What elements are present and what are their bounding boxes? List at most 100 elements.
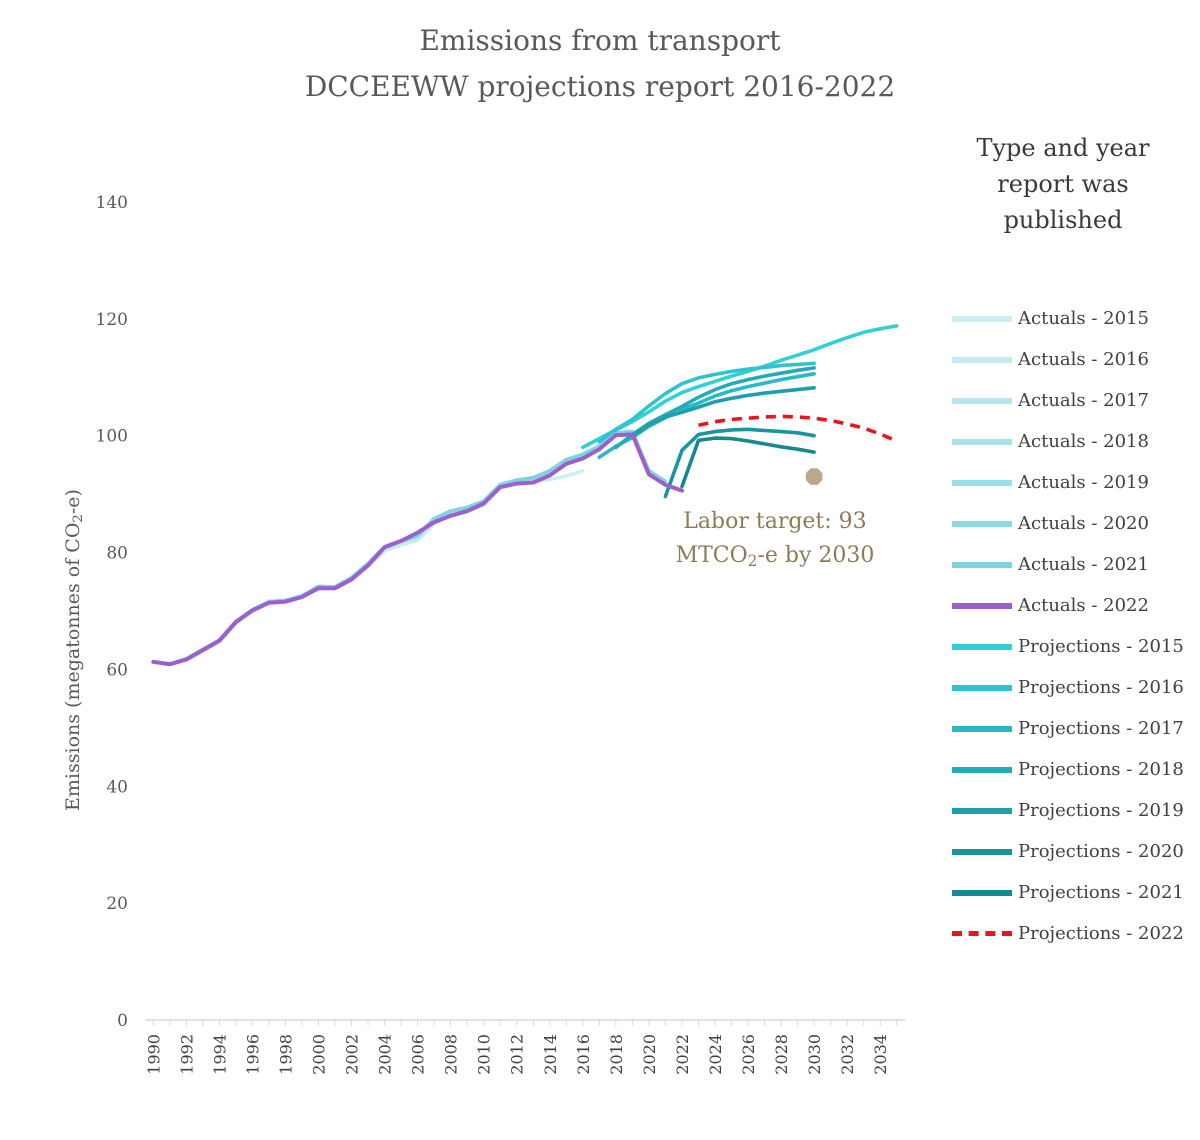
series-line-projections-2017 xyxy=(597,371,816,460)
legend-label: Actuals - 2020 xyxy=(1018,513,1149,534)
labor-target-marker xyxy=(805,468,823,485)
x-tick-label: 2032 xyxy=(838,1034,857,1075)
x-tick-label: 2028 xyxy=(772,1034,791,1075)
series-layer xyxy=(151,324,899,667)
annotation-line-2: MTCO2-e by 2030 xyxy=(675,543,875,570)
y-tick-label: 40 xyxy=(106,777,128,797)
x-tick-label: 2026 xyxy=(739,1034,758,1075)
series-line-projections-2019 xyxy=(630,385,816,438)
x-tick-label: 1998 xyxy=(276,1034,295,1075)
legend-label: Actuals - 2018 xyxy=(1018,431,1149,452)
series-line-actuals-2017 xyxy=(151,454,585,667)
legend-swatch xyxy=(952,479,1012,486)
y-tick-label: 0 xyxy=(117,1011,128,1031)
x-tick-label: 2006 xyxy=(409,1034,428,1075)
legend-swatch xyxy=(952,602,1012,609)
legend-item: Projections - 2019 xyxy=(952,790,1184,831)
legend-item: Projections - 2020 xyxy=(952,831,1184,872)
x-tick-label: 1996 xyxy=(243,1034,262,1075)
legend-item: Projections - 2017 xyxy=(952,708,1184,749)
legend-swatch xyxy=(952,889,1012,896)
x-tick-label: 1990 xyxy=(144,1034,163,1075)
legend-swatch xyxy=(952,561,1012,568)
legend: Actuals - 2015 Actuals - 2016 Actuals - 20… xyxy=(952,298,1184,954)
legend-label: Actuals - 2019 xyxy=(1018,472,1149,493)
legend-swatch xyxy=(952,931,1012,936)
y-axis-label: Emissions (megatonnes of CO2-e) xyxy=(61,489,87,811)
series-line-actuals-2022 xyxy=(151,432,684,667)
y-tick-label: 60 xyxy=(106,660,128,680)
legend-swatch xyxy=(952,438,1012,445)
legend-item: Actuals - 2019 xyxy=(952,462,1184,503)
legend-label: Projections - 2015 xyxy=(1018,636,1184,657)
legend-swatch xyxy=(952,807,1012,814)
y-tick-label: 100 xyxy=(96,427,128,447)
series-line-projections-2021 xyxy=(680,436,816,489)
legend-item: Actuals - 2020 xyxy=(952,503,1184,544)
y-tick-label: 140 xyxy=(96,193,128,213)
legend-swatch xyxy=(952,848,1012,855)
x-tick-label: 1994 xyxy=(210,1034,229,1075)
y-tick-label: 20 xyxy=(106,894,128,914)
series-line-projections-2016 xyxy=(597,361,816,444)
x-tick-label: 2000 xyxy=(309,1034,328,1075)
x-tick-label: 2022 xyxy=(673,1034,692,1075)
legend-swatch xyxy=(952,397,1012,404)
legend-item: Projections - 2022 xyxy=(952,913,1184,954)
y-tick-label: 80 xyxy=(106,544,128,564)
y-axis-ticks: 0 20 40 60 80 100 120 140 xyxy=(96,193,128,1031)
legend-item: Actuals - 2018 xyxy=(952,421,1184,462)
y-tick-label: 120 xyxy=(96,310,128,330)
series-line-projections-2020 xyxy=(663,427,816,499)
x-tick-label: 2020 xyxy=(640,1034,659,1075)
x-tick-label: 2008 xyxy=(442,1034,461,1075)
legend-item: Actuals - 2021 xyxy=(952,544,1184,585)
series-line-projections-2015 xyxy=(580,324,899,450)
x-tick-label: 2002 xyxy=(343,1034,362,1075)
x-tick-label: 2016 xyxy=(574,1034,593,1075)
labor-target-annotation: Labor target: 93 MTCO2-e by 2030 xyxy=(660,505,890,578)
series-line-actuals-2016 xyxy=(151,462,569,667)
x-tick-label: 2030 xyxy=(805,1034,824,1075)
legend-swatch xyxy=(952,315,1012,322)
x-tick-label: 2018 xyxy=(607,1034,626,1075)
legend-label: Projections - 2021 xyxy=(1018,882,1184,903)
legend-item: Projections - 2018 xyxy=(952,749,1184,790)
legend-label: Projections - 2020 xyxy=(1018,841,1184,862)
legend-swatch xyxy=(952,684,1012,691)
legend-title: Type and year report was published xyxy=(976,134,1150,234)
annotation-line-1: Labor target: 93 xyxy=(683,509,867,534)
legend-label: Projections - 2019 xyxy=(1018,800,1184,821)
x-axis-ticks: 1990 1992 1994 1996 1998 2000 2002 2004 2006 2008… xyxy=(144,1020,898,1075)
legend-item: Actuals - 2022 xyxy=(952,585,1184,626)
legend-label: Actuals - 2015 xyxy=(1018,308,1149,329)
legend-swatch xyxy=(952,766,1012,773)
legend-swatch xyxy=(952,356,1012,363)
x-tick-label: 2024 xyxy=(706,1034,725,1075)
legend-item: Actuals - 2017 xyxy=(952,380,1184,421)
x-tick-label: 2012 xyxy=(508,1034,527,1075)
legend-label: Projections - 2022 xyxy=(1018,923,1184,944)
legend-swatch xyxy=(952,643,1012,650)
legend-label: Actuals - 2021 xyxy=(1018,554,1149,575)
x-tick-label: 2034 xyxy=(871,1034,890,1075)
x-tick-label: 1992 xyxy=(177,1034,196,1075)
chart-title-line-1: Emissions from transport xyxy=(419,24,781,57)
legend-item: Projections - 2015 xyxy=(952,626,1184,667)
chart-title-line-2: DCCEEWW projections report 2016-2022 xyxy=(304,70,896,103)
legend-item: Actuals - 2015 xyxy=(952,298,1184,339)
legend-swatch xyxy=(952,520,1012,527)
legend-label: Actuals - 2022 xyxy=(1018,595,1149,616)
legend-item: Actuals - 2016 xyxy=(952,339,1184,380)
legend-label: Projections - 2017 xyxy=(1018,718,1184,739)
legend-swatch xyxy=(952,725,1012,732)
legend-label: Projections - 2016 xyxy=(1018,677,1184,698)
x-tick-label: 2014 xyxy=(541,1034,560,1075)
legend-label: Actuals - 2016 xyxy=(1018,349,1149,370)
legend-label: Actuals - 2017 xyxy=(1018,390,1149,411)
x-tick-label: 2010 xyxy=(475,1034,494,1075)
marker-layer xyxy=(805,468,823,485)
x-tick-label: 2004 xyxy=(376,1034,395,1075)
legend-label: Projections - 2018 xyxy=(1018,759,1184,780)
